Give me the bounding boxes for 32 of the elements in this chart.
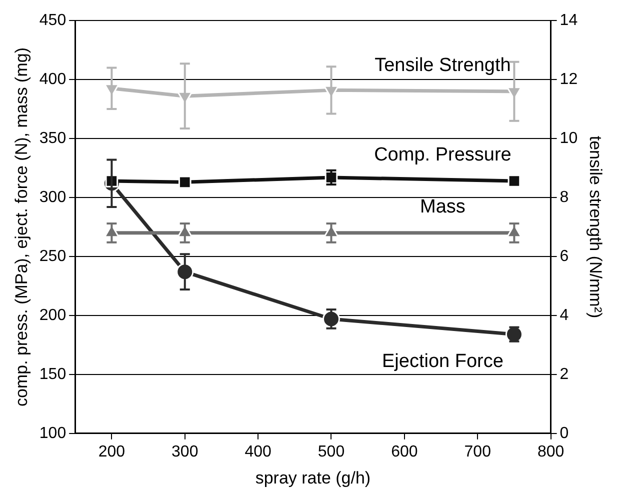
- y-axis-title: comp. press. (MPa), eject. force (N), mass (mg): [12, 48, 31, 406]
- y-tick-label: 100: [39, 424, 66, 442]
- y2-tick-label: 6: [560, 248, 569, 265]
- y2-tick-label: 14: [560, 12, 578, 30]
- y2-axis-title: tensile strength (N/mm²): [586, 136, 606, 318]
- y2-tick-label: 4: [560, 306, 569, 324]
- x-tick-label: 600: [391, 443, 418, 460]
- series-label: Mass: [420, 196, 466, 218]
- x-tick-label: 400: [244, 443, 272, 460]
- x-tick-label: 300: [172, 443, 198, 460]
- y-tick-label: 450: [39, 12, 66, 30]
- series-label: Ejection Force: [382, 351, 504, 372]
- series-label: Tensile Strength: [374, 55, 511, 76]
- y2-tick-label: 2: [560, 366, 569, 383]
- series-label: Comp. Pressure: [374, 144, 512, 166]
- y-tick-label: 350: [39, 130, 66, 147]
- x-tick-label: 500: [318, 443, 345, 460]
- point: [178, 176, 192, 189]
- x-tick-label: 700: [464, 443, 492, 460]
- y2-tick-label: 12: [560, 70, 578, 88]
- y-tick-label: 250: [39, 248, 66, 265]
- y-tick-label: 300: [39, 188, 66, 206]
- x-tick-label: 800: [537, 443, 564, 460]
- y-tick-label: 150: [39, 366, 66, 383]
- y-tick-label: 200: [39, 306, 66, 324]
- y2-tick-label: 8: [560, 188, 569, 206]
- x-tick-label: 200: [98, 443, 126, 460]
- y2-tick-label: 0: [560, 424, 569, 442]
- point: [508, 174, 521, 188]
- y-tick-label: 400: [39, 70, 66, 88]
- x-axis-title: spray rate (g/h): [255, 468, 371, 488]
- y2-tick-label: 10: [560, 130, 578, 147]
